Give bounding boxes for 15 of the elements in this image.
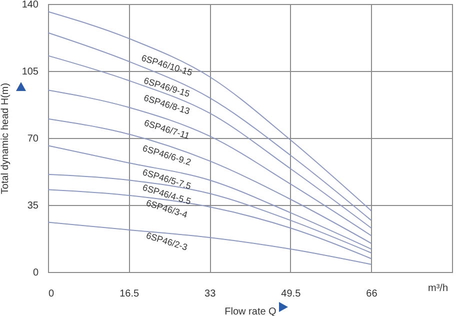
x-tick-label: 49.5: [281, 288, 302, 300]
x-tick-label: 33: [204, 288, 216, 300]
y-tick-label: 70: [27, 134, 39, 144]
y-axis-title: Total dynamic head H(m): [0, 82, 11, 194]
y-tick-label: 0: [32, 268, 39, 278]
line-series: [48, 222, 372, 265]
y-tick-label: 35: [27, 200, 39, 212]
x-tick-label: 66: [366, 288, 378, 300]
line-series: [48, 145, 372, 250]
x-tick-label: 16.5: [120, 288, 140, 300]
y-tick-label: 140: [22, 0, 39, 10]
x-tick-label: 0: [48, 288, 54, 300]
text: m³/h: [428, 283, 448, 294]
line-series: [48, 55, 372, 228]
y-tick-label: 105: [22, 66, 39, 78]
